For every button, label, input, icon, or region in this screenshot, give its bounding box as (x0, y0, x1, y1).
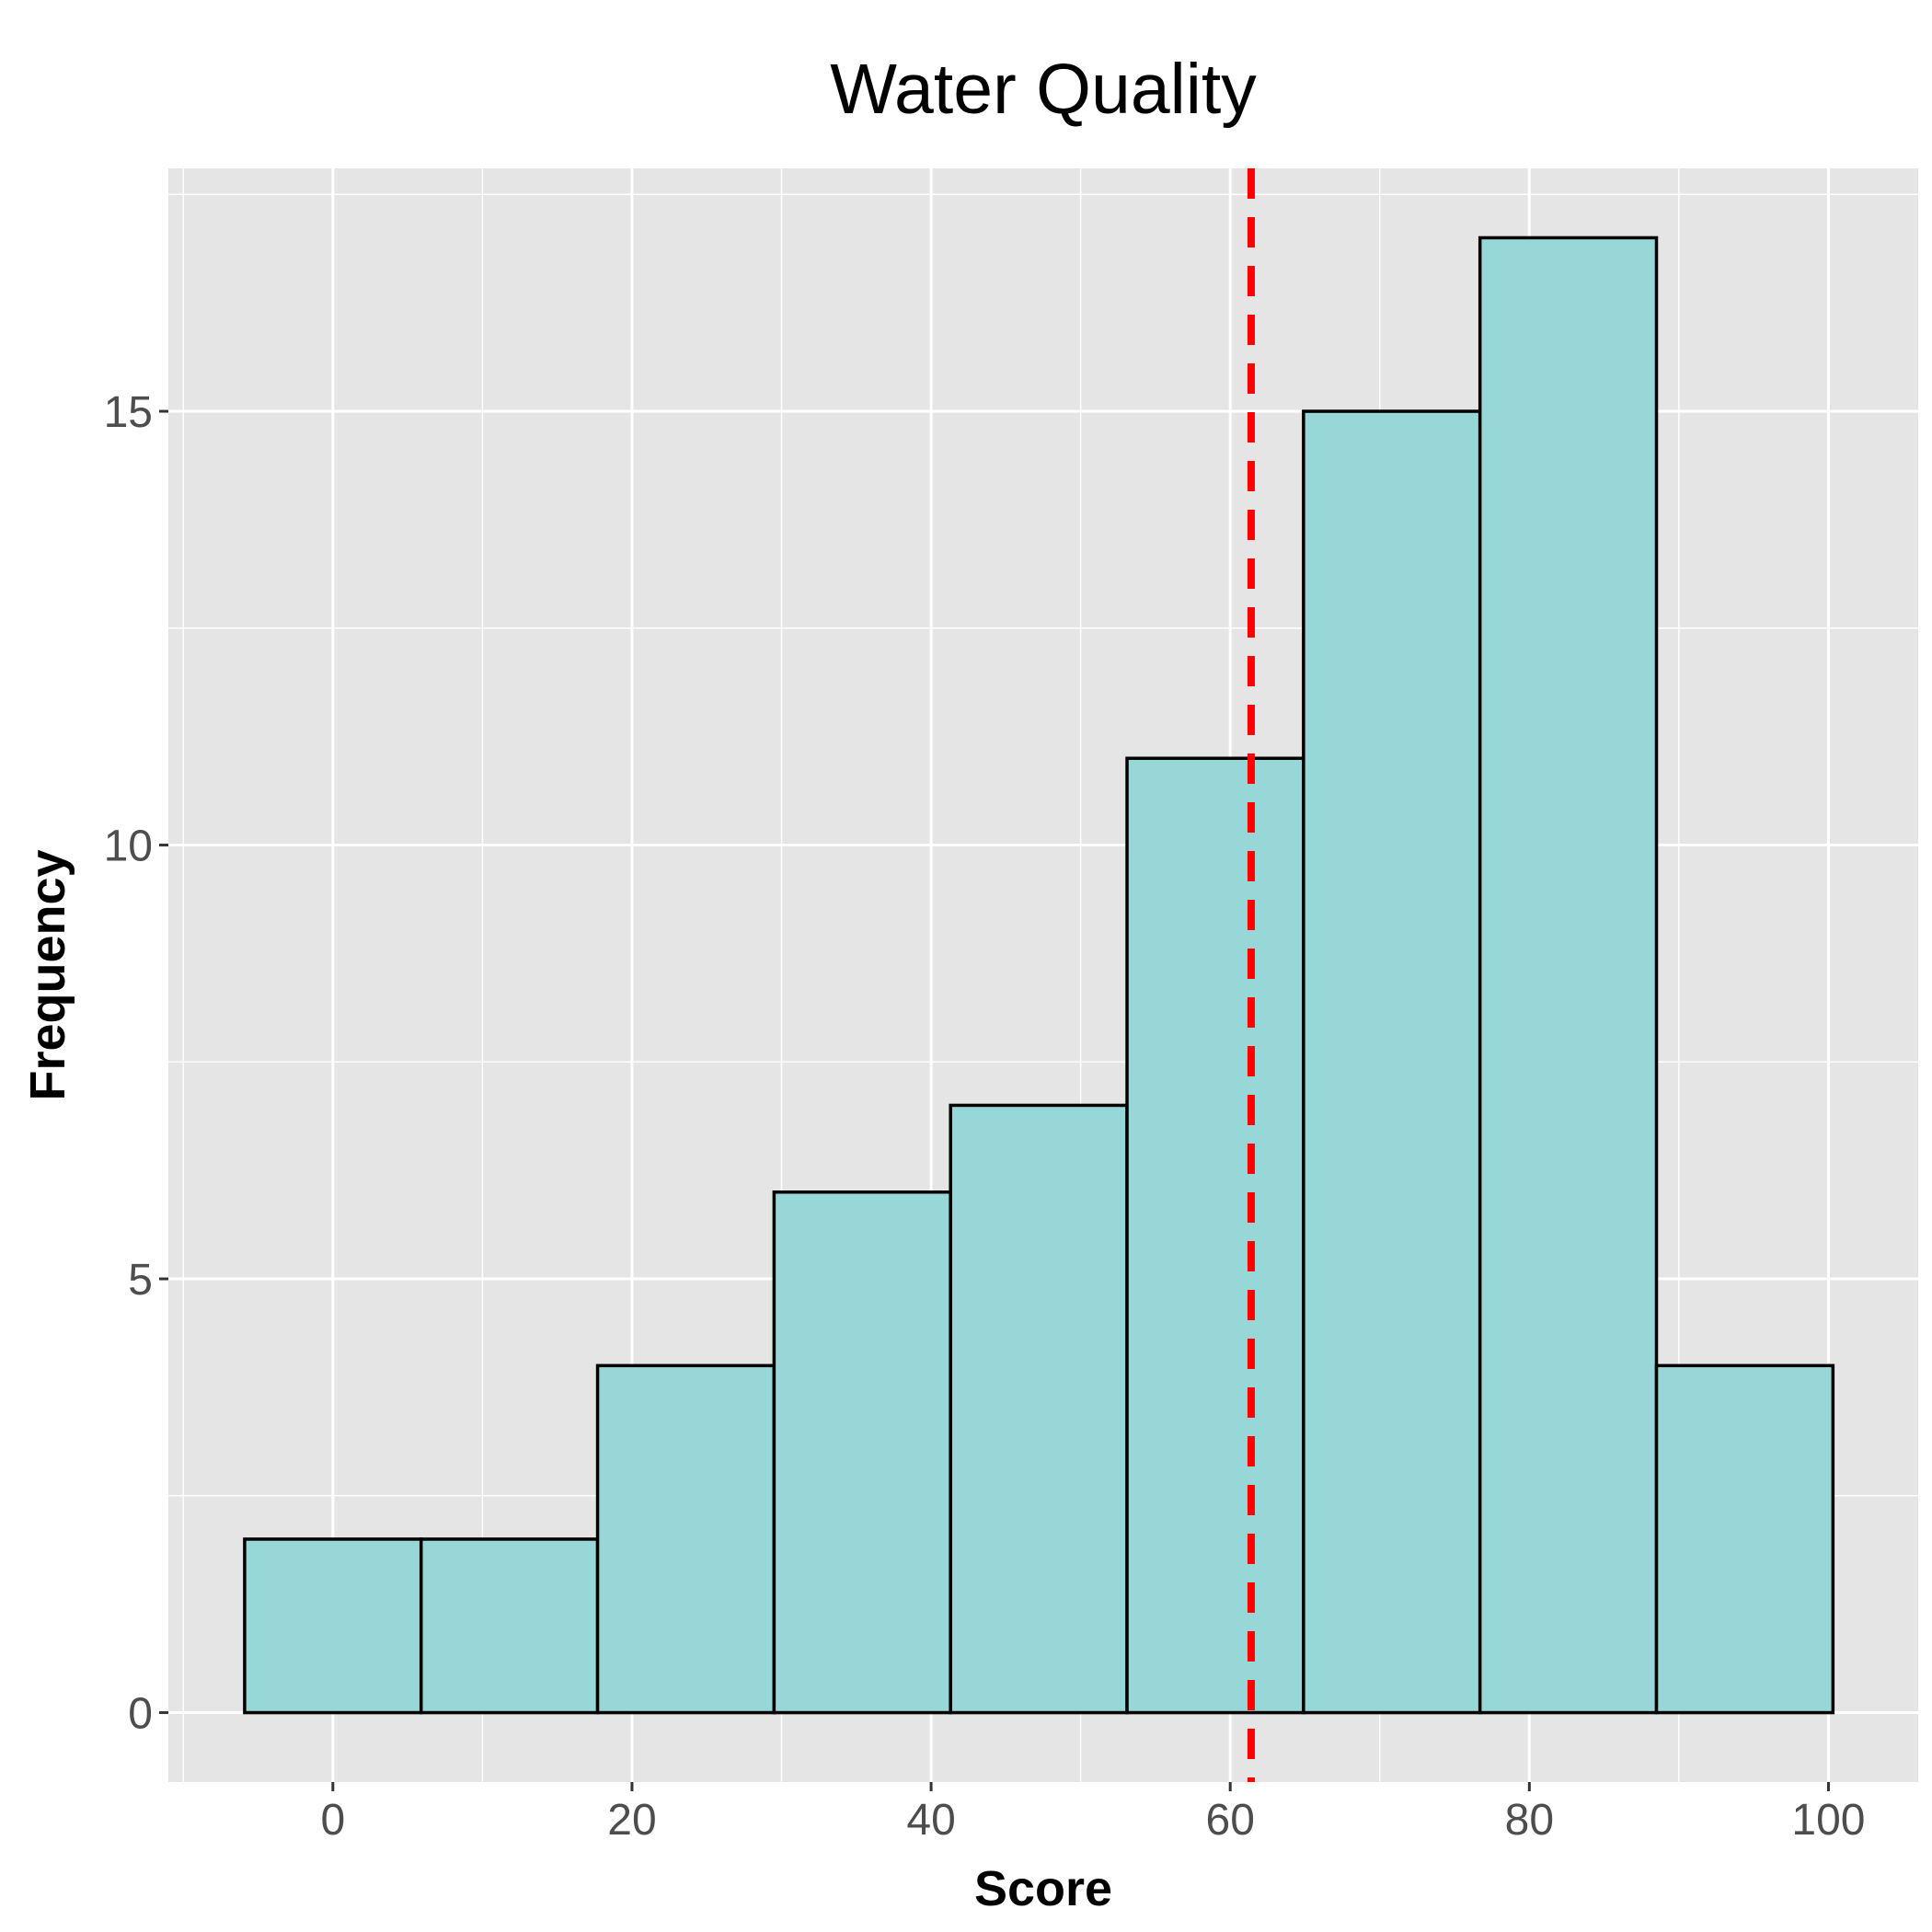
x-tick-label: 80 (1505, 1796, 1554, 1845)
x-tick-label: 40 (906, 1796, 955, 1845)
histogram-bar (1478, 236, 1659, 1715)
x-axis-title: Score (974, 1861, 1112, 1916)
x-tick-label: 0 (320, 1796, 345, 1845)
histogram-bars (243, 236, 1835, 1715)
histogram-bar (1302, 409, 1482, 1715)
x-tick-label: 60 (1206, 1796, 1255, 1845)
y-tick-label: 0 (128, 1690, 153, 1739)
histogram-bar (772, 1190, 952, 1715)
y-tick-label: 5 (128, 1256, 153, 1305)
histogram-bar (419, 1537, 600, 1715)
histogram-bar (1654, 1363, 1835, 1715)
histogram-bar (595, 1363, 776, 1715)
x-tick-label: 20 (607, 1796, 656, 1845)
x-axis-ticks: 0 20 40 60 80 100 (320, 1782, 1866, 1845)
x-tick-label: 100 (1791, 1796, 1865, 1845)
histogram-bar (949, 1103, 1129, 1715)
histogram-bar (243, 1537, 423, 1715)
histogram-bar (1125, 756, 1305, 1715)
y-axis-ticks: 0 5 10 15 (104, 388, 168, 1739)
y-axis-title: Frequency (20, 849, 75, 1100)
y-tick-label: 15 (104, 388, 153, 437)
y-tick-label: 10 (104, 822, 153, 871)
chart-title: Water Quality (830, 50, 1257, 129)
